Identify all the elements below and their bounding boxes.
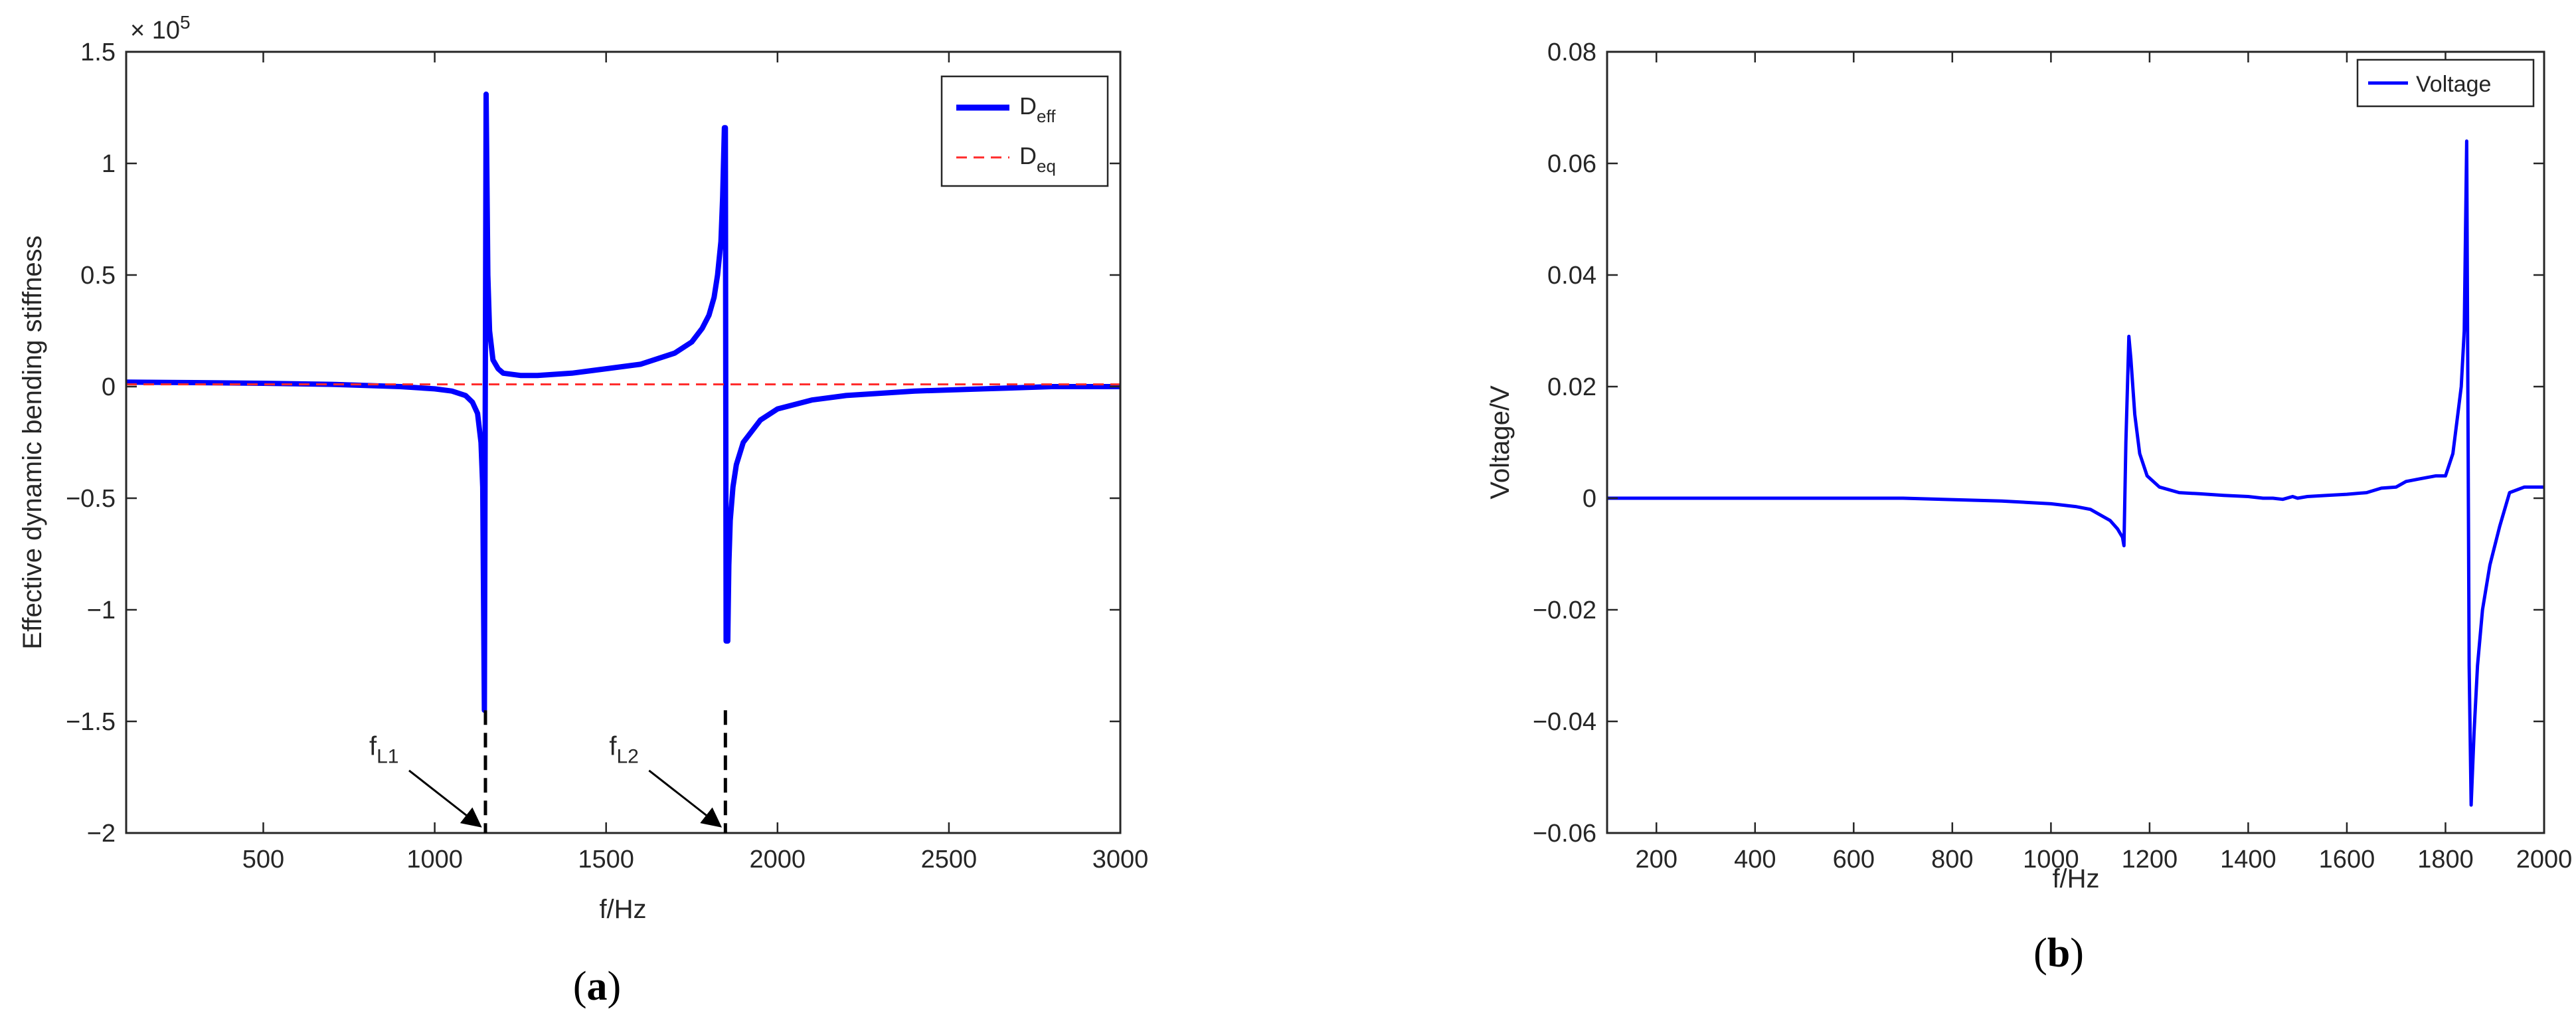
legend-a: Deff Deq xyxy=(940,75,1109,187)
axes-frame-a xyxy=(125,50,1122,834)
axes-frame-b xyxy=(1606,50,2545,834)
x-tick-label-a: 2000 xyxy=(750,846,806,874)
legend-label-deq: Deq xyxy=(1019,142,1056,176)
x-axis-label-a: f/Hz xyxy=(599,895,646,924)
x-tick-label-b: 2000 xyxy=(2516,846,2573,874)
exponent-label-a: × 105 xyxy=(130,12,191,45)
x-tick-label-b: 1000 xyxy=(2023,846,2079,874)
series-line-a-0 xyxy=(126,91,1120,713)
y-tick-label-b: −0.06 xyxy=(1533,820,1596,848)
y-tick-label-b: 0.06 xyxy=(1547,150,1596,178)
x-tick-label-b: 1400 xyxy=(2220,846,2276,874)
x-tick-label-b: 1800 xyxy=(2417,846,2474,874)
x-tick-label-a: 1500 xyxy=(578,846,634,874)
annotation-label-2: fL2 xyxy=(609,731,639,767)
x-tick-label-b: 1200 xyxy=(2122,846,2178,874)
ticks-b: 200 400 600 800 1000 1200 1400 1600 1800 2000 −0.0… xyxy=(1533,39,2572,874)
legend-b: Voltage xyxy=(2356,58,2535,108)
chart-panel-a: 500 1000 1500 2000 2500 3000 −2 −1.5 −1 −0.5 0 0.5 1… xyxy=(18,12,1148,1010)
chart-panel-b: 200 400 600 800 1000 1200 1400 1600 1800 2000 −0.0… xyxy=(1486,39,2572,976)
x-tick-label-b: 800 xyxy=(1931,846,1973,874)
y-tick-label-a: −2 xyxy=(87,820,116,848)
y-tick-label-b: −0.02 xyxy=(1533,597,1596,624)
plot-area-b xyxy=(1607,139,2544,807)
series-line-b-0 xyxy=(1607,139,2544,807)
legend-label-deff: Deff xyxy=(1019,92,1056,126)
x-tick-label-a: 500 xyxy=(242,846,284,874)
x-tick-label-b: 1600 xyxy=(2319,846,2375,874)
y-tick-label-a: 0 xyxy=(102,373,116,401)
y-tick-label-a: 1.5 xyxy=(80,39,116,66)
annotation-arrow-1 xyxy=(408,769,482,828)
y-tick-label-a: 1 xyxy=(102,150,116,178)
x-tick-label-a: 3000 xyxy=(1092,846,1149,874)
y-tick-label-b: 0 xyxy=(1583,485,1596,513)
legend-box-a xyxy=(940,75,1109,187)
panel-label-a: (a) xyxy=(573,964,621,1009)
legend-label-voltage: Voltage xyxy=(2416,72,2491,97)
annotation-arrow-2 xyxy=(648,769,723,828)
y-tick-label-b: 0.04 xyxy=(1547,262,1596,290)
y-axis-label-b: Voltage/V xyxy=(1486,385,1515,500)
y-tick-label-a: 0.5 xyxy=(80,262,116,290)
y-tick-label-a: −1 xyxy=(87,597,116,624)
x-tick-label-b: 400 xyxy=(1734,846,1776,874)
x-tick-label-b: 200 xyxy=(1636,846,1677,874)
y-tick-label-a: −0.5 xyxy=(66,485,116,513)
y-tick-label-b: 0.08 xyxy=(1547,39,1596,66)
annotations-a: fL1 fL2 xyxy=(369,710,727,833)
x-tick-label-a: 2500 xyxy=(921,846,978,874)
panel-label-b: (b) xyxy=(2033,931,2084,976)
x-tick-label-b: 600 xyxy=(1833,846,1875,874)
annotation-label-1: fL1 xyxy=(369,731,399,767)
x-tick-label-a: 1000 xyxy=(406,846,463,874)
plot-area-a xyxy=(126,91,1120,713)
y-axis-label-a: Effective dynamic bending stiffness xyxy=(18,235,47,649)
y-tick-label-b: 0.02 xyxy=(1547,373,1596,401)
y-tick-label-a: −1.5 xyxy=(66,708,116,736)
y-tick-label-b: −0.04 xyxy=(1533,708,1596,736)
x-axis-label-b: f/Hz xyxy=(2052,864,2099,893)
ticks-a: 500 1000 1500 2000 2500 3000 −2 −1.5 −1 −0.5 0 0.5 1… xyxy=(66,39,1148,874)
